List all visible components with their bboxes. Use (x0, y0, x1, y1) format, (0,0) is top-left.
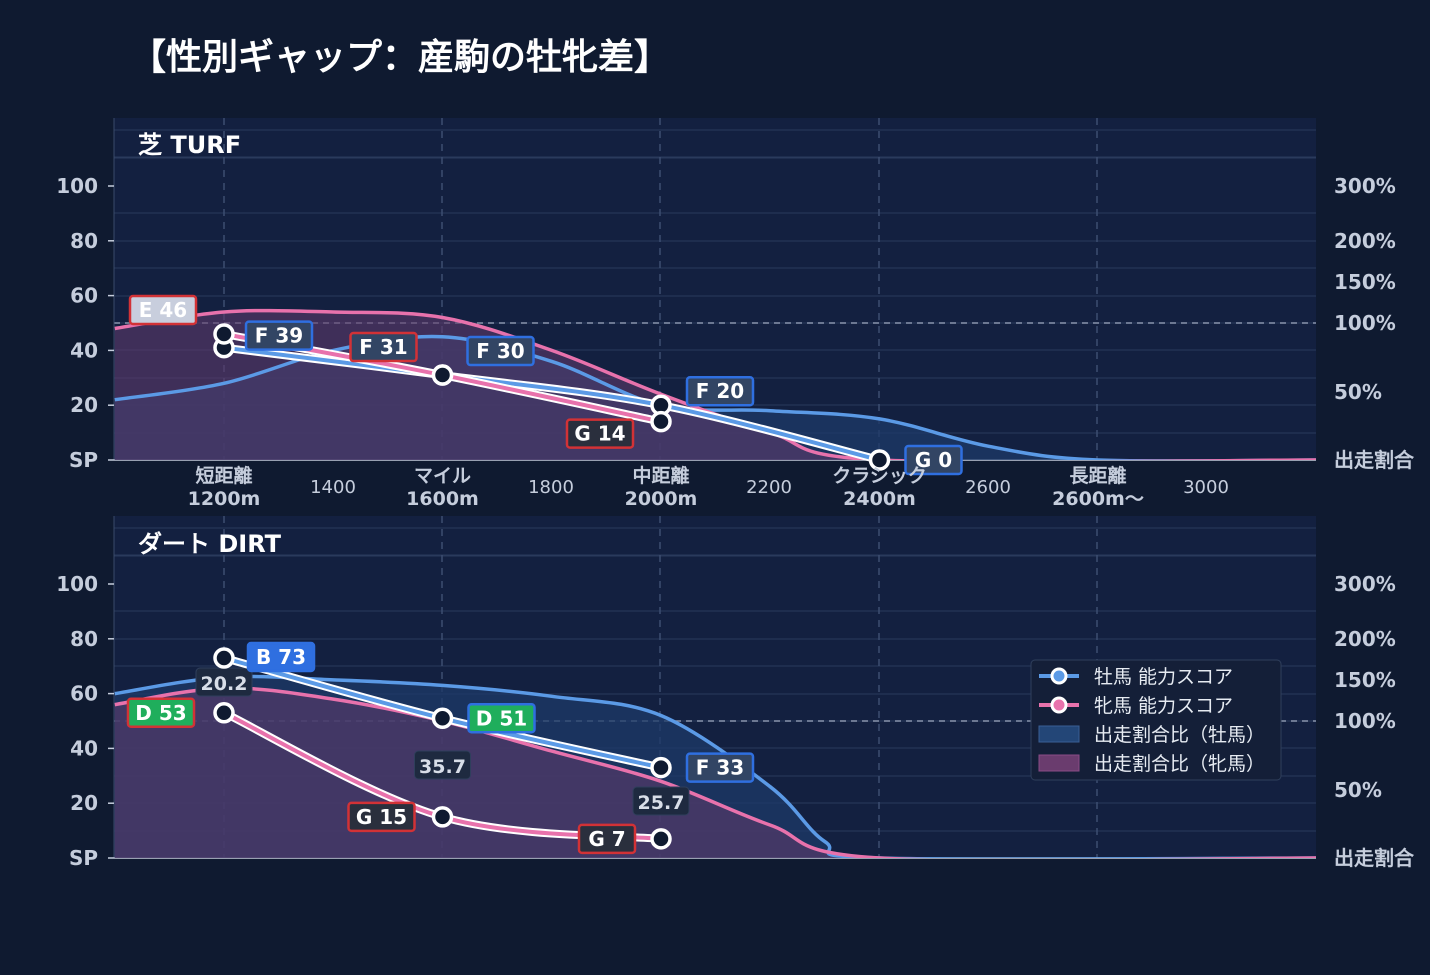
female-score-point (650, 410, 672, 433)
x-axis-distance-label: 1600m (406, 488, 479, 510)
male-score-line (223, 345, 880, 462)
legend-label: 出走割合比（牡馬） (1094, 724, 1265, 746)
female-ratio-line (114, 686, 1316, 858)
grade-badge (565, 418, 635, 449)
grade-badge-label: F 20 (696, 379, 744, 403)
female-score-point (213, 323, 235, 345)
grade-badge (577, 823, 637, 855)
grade-badge-label: G 14 (574, 422, 625, 446)
male-score-point (868, 449, 891, 471)
x-axis-minor-label: 3000 (1183, 477, 1229, 498)
x-axis-distance-label: 1200m (188, 488, 261, 510)
legend-female-fill-icon (1038, 754, 1080, 772)
y-tick-label: 80 (70, 229, 98, 253)
panel-title: ダート DIRT (138, 530, 282, 558)
y-right-tick-label: 300% (1334, 174, 1396, 198)
y-tick-label: 20 (70, 393, 98, 417)
x-axis-distance-label: 2000m (625, 488, 698, 510)
y-tick-label: 40 (70, 338, 98, 362)
y-right-tick-label: 出走割合 (1334, 448, 1415, 472)
y-right-tick-label: 50% (1334, 380, 1382, 404)
legend-label: 牡馬 能力スコア (1094, 666, 1233, 688)
ratio-label-box (632, 786, 690, 816)
y-right-tick-label: 150% (1334, 668, 1396, 692)
x-axis-distance-label: 2400m (843, 488, 916, 510)
grade-badge (467, 703, 536, 734)
grade-badge-label: E 46 (139, 298, 187, 322)
y-tick-label: 80 (70, 627, 98, 651)
grade-badge (347, 801, 416, 833)
y-tick-label: 60 (70, 682, 98, 706)
y-tick-label: 100 (56, 572, 98, 596)
x-axis-distance-label: 2600m〜 (1052, 488, 1144, 510)
x-axis-category-label: 短距離 (195, 464, 252, 487)
male-score-point (431, 707, 454, 730)
ratio-label: 35.7 (419, 756, 466, 778)
ratio-label: 25.7 (638, 792, 685, 814)
y-right-tick-label: 出走割合 (1334, 846, 1415, 870)
dirt-panel: ダート DIRT SP 20 40 60 80 100 出走割合 50% 100% 150% 200%… (56, 516, 1415, 870)
grade-badge (349, 331, 418, 363)
grade-badge (685, 375, 755, 407)
x-axis-minor-label: 1400 (310, 477, 356, 498)
x-axis-category-label: マイル (414, 465, 471, 487)
grade-badge (246, 641, 316, 673)
x-axis-category-label: クラシック (832, 465, 927, 487)
male-score-point (650, 756, 672, 779)
legend-label: 出走割合比（牝馬） (1094, 753, 1265, 775)
ratio-label: 20.2 (201, 673, 248, 695)
y-tick-label: 20 (70, 791, 98, 815)
legend-marker-icon (1050, 696, 1068, 714)
y-tick-label: 60 (70, 284, 98, 308)
grade-badge (685, 752, 755, 783)
y-right-tick-label: 150% (1334, 270, 1396, 294)
grade-badge-label: F 30 (476, 339, 524, 363)
page-title: 【性別ギャップ：産駒の牡牝差】 (130, 37, 671, 78)
ratio-label-box (414, 750, 471, 780)
y-right-tick-label: 100% (1334, 311, 1396, 335)
grade-badge-label: B 73 (256, 645, 306, 669)
y-right-tick-label: 300% (1334, 572, 1396, 596)
grade-badge-label: G 7 (588, 827, 625, 851)
grade-badge (126, 697, 196, 729)
grade-badge-label: G 15 (356, 805, 407, 829)
grade-badge (128, 294, 198, 326)
grade-badge-label: F 39 (255, 324, 303, 348)
y-tick-label: SP (69, 448, 98, 472)
y-right-tick-label: 100% (1334, 709, 1396, 733)
grade-badge-label: D 53 (135, 701, 186, 725)
y-tick-label: SP (69, 846, 98, 870)
grade-badge (244, 320, 314, 351)
y-right-tick-label: 200% (1334, 229, 1396, 253)
female-ratio-line (114, 308, 1316, 460)
x-axis-category-label: 中距離 (632, 464, 689, 487)
legend-label: 牝馬 能力スコア (1094, 695, 1233, 717)
female-score-point (431, 806, 454, 828)
x-axis-minor-label: 1800 (528, 477, 574, 498)
y-tick-label: 40 (70, 736, 98, 760)
x-axis-minor-label: 2600 (965, 477, 1011, 498)
female-score-point (431, 364, 454, 386)
grade-badge (466, 335, 535, 367)
female-score-point (213, 702, 235, 724)
y-right-tick-label: 50% (1334, 778, 1382, 802)
y-tick-label: 100 (56, 174, 98, 198)
y-right-tick-label: 200% (1334, 627, 1396, 651)
panel-title: 芝 TURF (138, 131, 241, 159)
legend-marker-icon (1050, 667, 1068, 685)
grade-badge-label: G 0 (915, 448, 952, 472)
legend-box (1030, 659, 1282, 781)
male-score-point (213, 647, 235, 669)
legend-male-fill-icon (1038, 725, 1080, 743)
x-axis-minor-label: 2200 (746, 477, 792, 498)
turf-panel: 芝 TURF SP 20 40 60 80 100 出走割合 50% 100% 150% 200% 30… (56, 118, 1415, 510)
grade-badge-label: F 31 (359, 335, 407, 359)
grade-badge-label: F 33 (696, 756, 744, 780)
grade-badge (904, 444, 963, 476)
female-score-point (650, 828, 672, 850)
grade-badge-label: D 51 (476, 706, 527, 730)
x-axis-category-label: 長距離 (1069, 464, 1126, 487)
